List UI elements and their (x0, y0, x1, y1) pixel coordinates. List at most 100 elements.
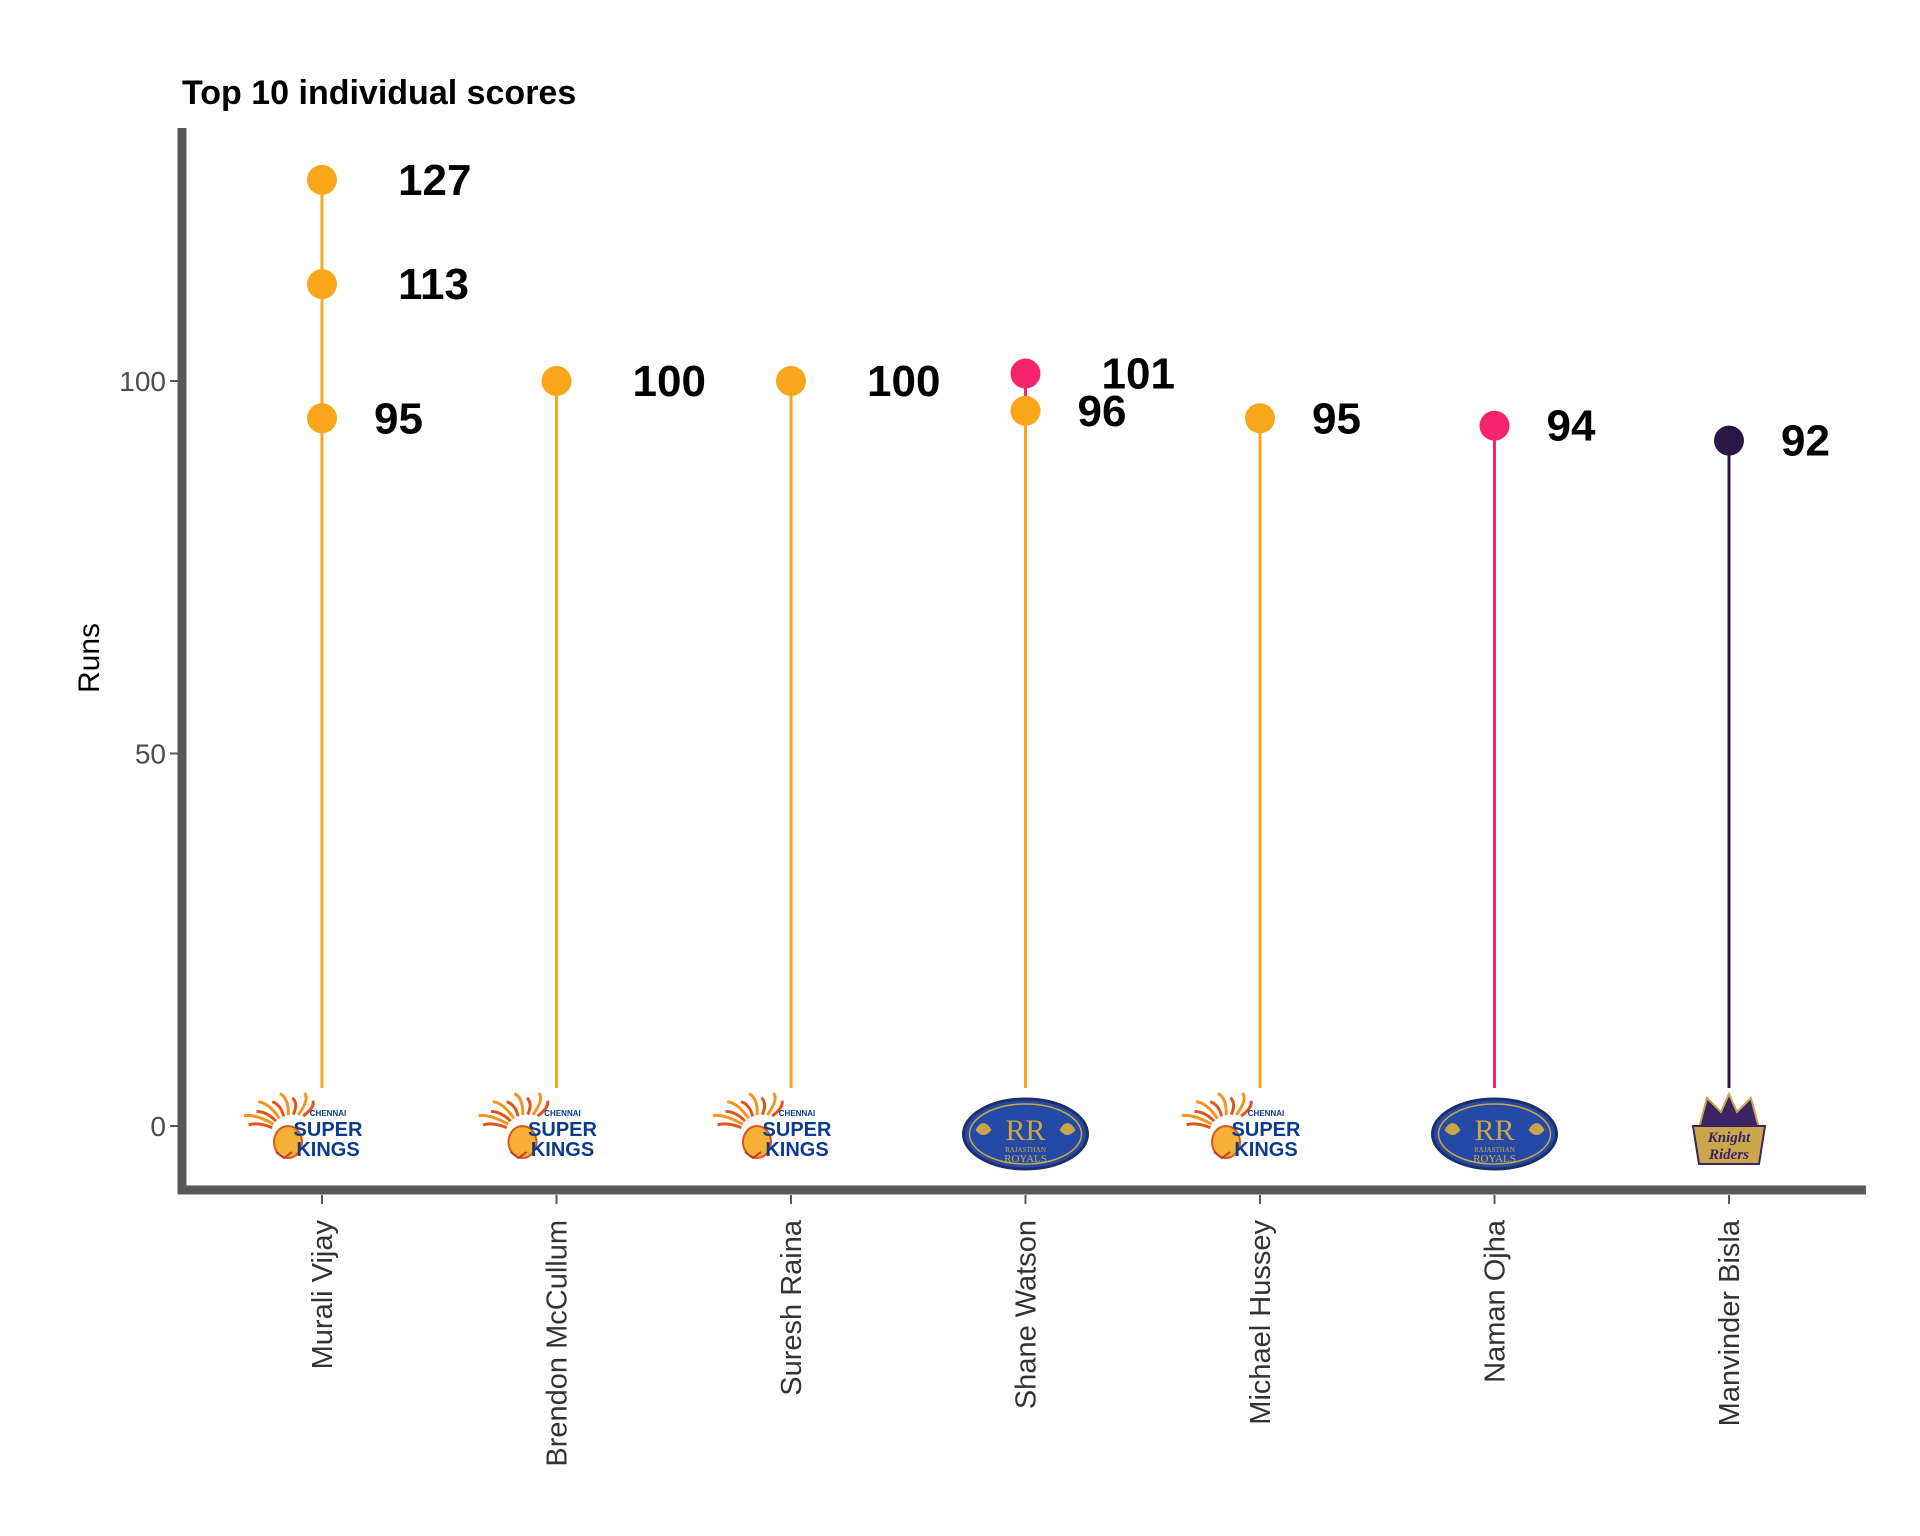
x-tick-label: Shane Watson (1011, 1220, 1043, 1409)
lion-face (273, 1125, 303, 1159)
data-label: 100 (633, 357, 706, 406)
lion-jaw (275, 1151, 293, 1160)
lion-mane-stroke (271, 1100, 286, 1117)
rr-logo-bg (1431, 1097, 1558, 1171)
csk-logo-text: CHENNAI (544, 1109, 580, 1118)
rr-logo-ring (968, 1103, 1083, 1165)
x-tick-label: Murali Vijay (307, 1220, 339, 1370)
kkr-logo-text: Knight (1707, 1130, 1751, 1146)
data-point (1714, 425, 1744, 456)
data-label: 95 (1312, 394, 1361, 443)
lion-jaw (744, 1151, 762, 1160)
lion-mane-stroke (492, 1100, 516, 1120)
lion-mane-stroke (506, 1100, 520, 1117)
data-point (1479, 410, 1510, 441)
lion-mane-stroke (771, 1100, 784, 1118)
lion-mane-stroke (248, 1122, 273, 1129)
x-tick-label: Michael Hussey (1245, 1220, 1277, 1425)
data-label: 95 (374, 394, 423, 443)
lion-jaw (1213, 1151, 1231, 1160)
rr-logo-text: RAJASTHAN (1474, 1146, 1515, 1154)
kkr-shield (1691, 1125, 1767, 1165)
csk-logo-text: KINGS (296, 1139, 359, 1161)
y-tick-label: 100 (119, 366, 166, 397)
data-point (1245, 403, 1275, 434)
data-point (307, 164, 337, 195)
chart-title: Top 10 individual scores (182, 74, 576, 112)
x-tick-label: Manvinder Bisla (1714, 1219, 1746, 1426)
csk-logo-text: CHENNAI (310, 1109, 346, 1118)
lion-mane-stroke (1240, 1100, 1253, 1118)
rr-logo-lion-left (975, 1123, 992, 1135)
csk-logo-text: SUPER (528, 1119, 597, 1141)
lion-mane-stroke (257, 1100, 281, 1120)
lion-mane-stroke (726, 1100, 750, 1120)
csk-logo-text: KINGS (531, 1139, 594, 1161)
rr-logo-lion-right (1059, 1123, 1076, 1135)
lion-mane-stroke (525, 1096, 532, 1116)
data-label: 113 (398, 260, 469, 309)
lion-mane-stroke (302, 1100, 315, 1118)
y-tick-label: 50 (135, 739, 166, 770)
lion-mane-stroke (740, 1100, 755, 1117)
x-tick-label: Suresh Raina (776, 1219, 808, 1396)
lion-mane-stroke (717, 1122, 742, 1129)
data-label: 127 (398, 156, 471, 205)
lion-mane-stroke (482, 1122, 508, 1129)
rr-logo-bg (962, 1097, 1089, 1171)
data-point (541, 366, 572, 396)
data-point (307, 403, 337, 434)
lion-mane-stroke (1235, 1092, 1246, 1116)
rr-logo-ring (1437, 1103, 1552, 1165)
data-label: 100 (867, 357, 940, 406)
lion-mane-stroke (531, 1092, 543, 1116)
lion-face (507, 1125, 538, 1159)
lion-mane-stroke (766, 1092, 777, 1116)
lion-mane-stroke (243, 1113, 275, 1126)
rr-logo-lion-left (1444, 1123, 1461, 1135)
csk-logo-text: KINGS (765, 1139, 828, 1161)
lion-mane-stroke (1186, 1122, 1211, 1129)
y-tick-label: 0 (150, 1111, 166, 1142)
csk-logo-text: CHENNAI (1248, 1109, 1284, 1118)
lion-mane-stroke (1209, 1100, 1224, 1117)
lion-mane-stroke (1217, 1092, 1228, 1116)
x-tick-label: Brendon McCullum (542, 1220, 574, 1467)
lion-mane-stroke (291, 1096, 298, 1116)
lion-mane-stroke (297, 1092, 308, 1116)
lion-mane-stroke (1195, 1100, 1219, 1120)
data-point (776, 366, 806, 396)
rr-logo-text: ROYALS (1473, 1153, 1516, 1165)
rr-logo-text: ROYALS (1004, 1153, 1047, 1165)
csk-logo-text: SUPER (294, 1119, 363, 1141)
data-label: 92 (1781, 417, 1830, 466)
lion-mane-stroke (478, 1113, 509, 1126)
lion-mane-stroke (513, 1092, 525, 1116)
lion-mane-stroke (279, 1092, 290, 1116)
csk-logo-text: KINGS (1234, 1139, 1297, 1161)
lion-mane-stroke (536, 1100, 550, 1118)
lion-mane-stroke (256, 1109, 278, 1123)
csk-logo-text: SUPER (1232, 1119, 1301, 1141)
data-label: 94 (1547, 402, 1596, 451)
lion-mane-stroke (1229, 1096, 1236, 1116)
lion-mane-stroke (490, 1109, 512, 1123)
data-label: 101 (1102, 350, 1175, 399)
y-axis-title: Runs (73, 623, 106, 693)
lion-face (1211, 1125, 1241, 1159)
lion-jaw (509, 1151, 528, 1160)
lion-mane-stroke (725, 1109, 747, 1123)
data-point (1010, 395, 1041, 426)
data-point (307, 269, 337, 300)
csk-logo-text: CHENNAI (779, 1109, 815, 1118)
data-label: 96 (1078, 387, 1127, 436)
lion-mane-stroke (1194, 1109, 1216, 1123)
